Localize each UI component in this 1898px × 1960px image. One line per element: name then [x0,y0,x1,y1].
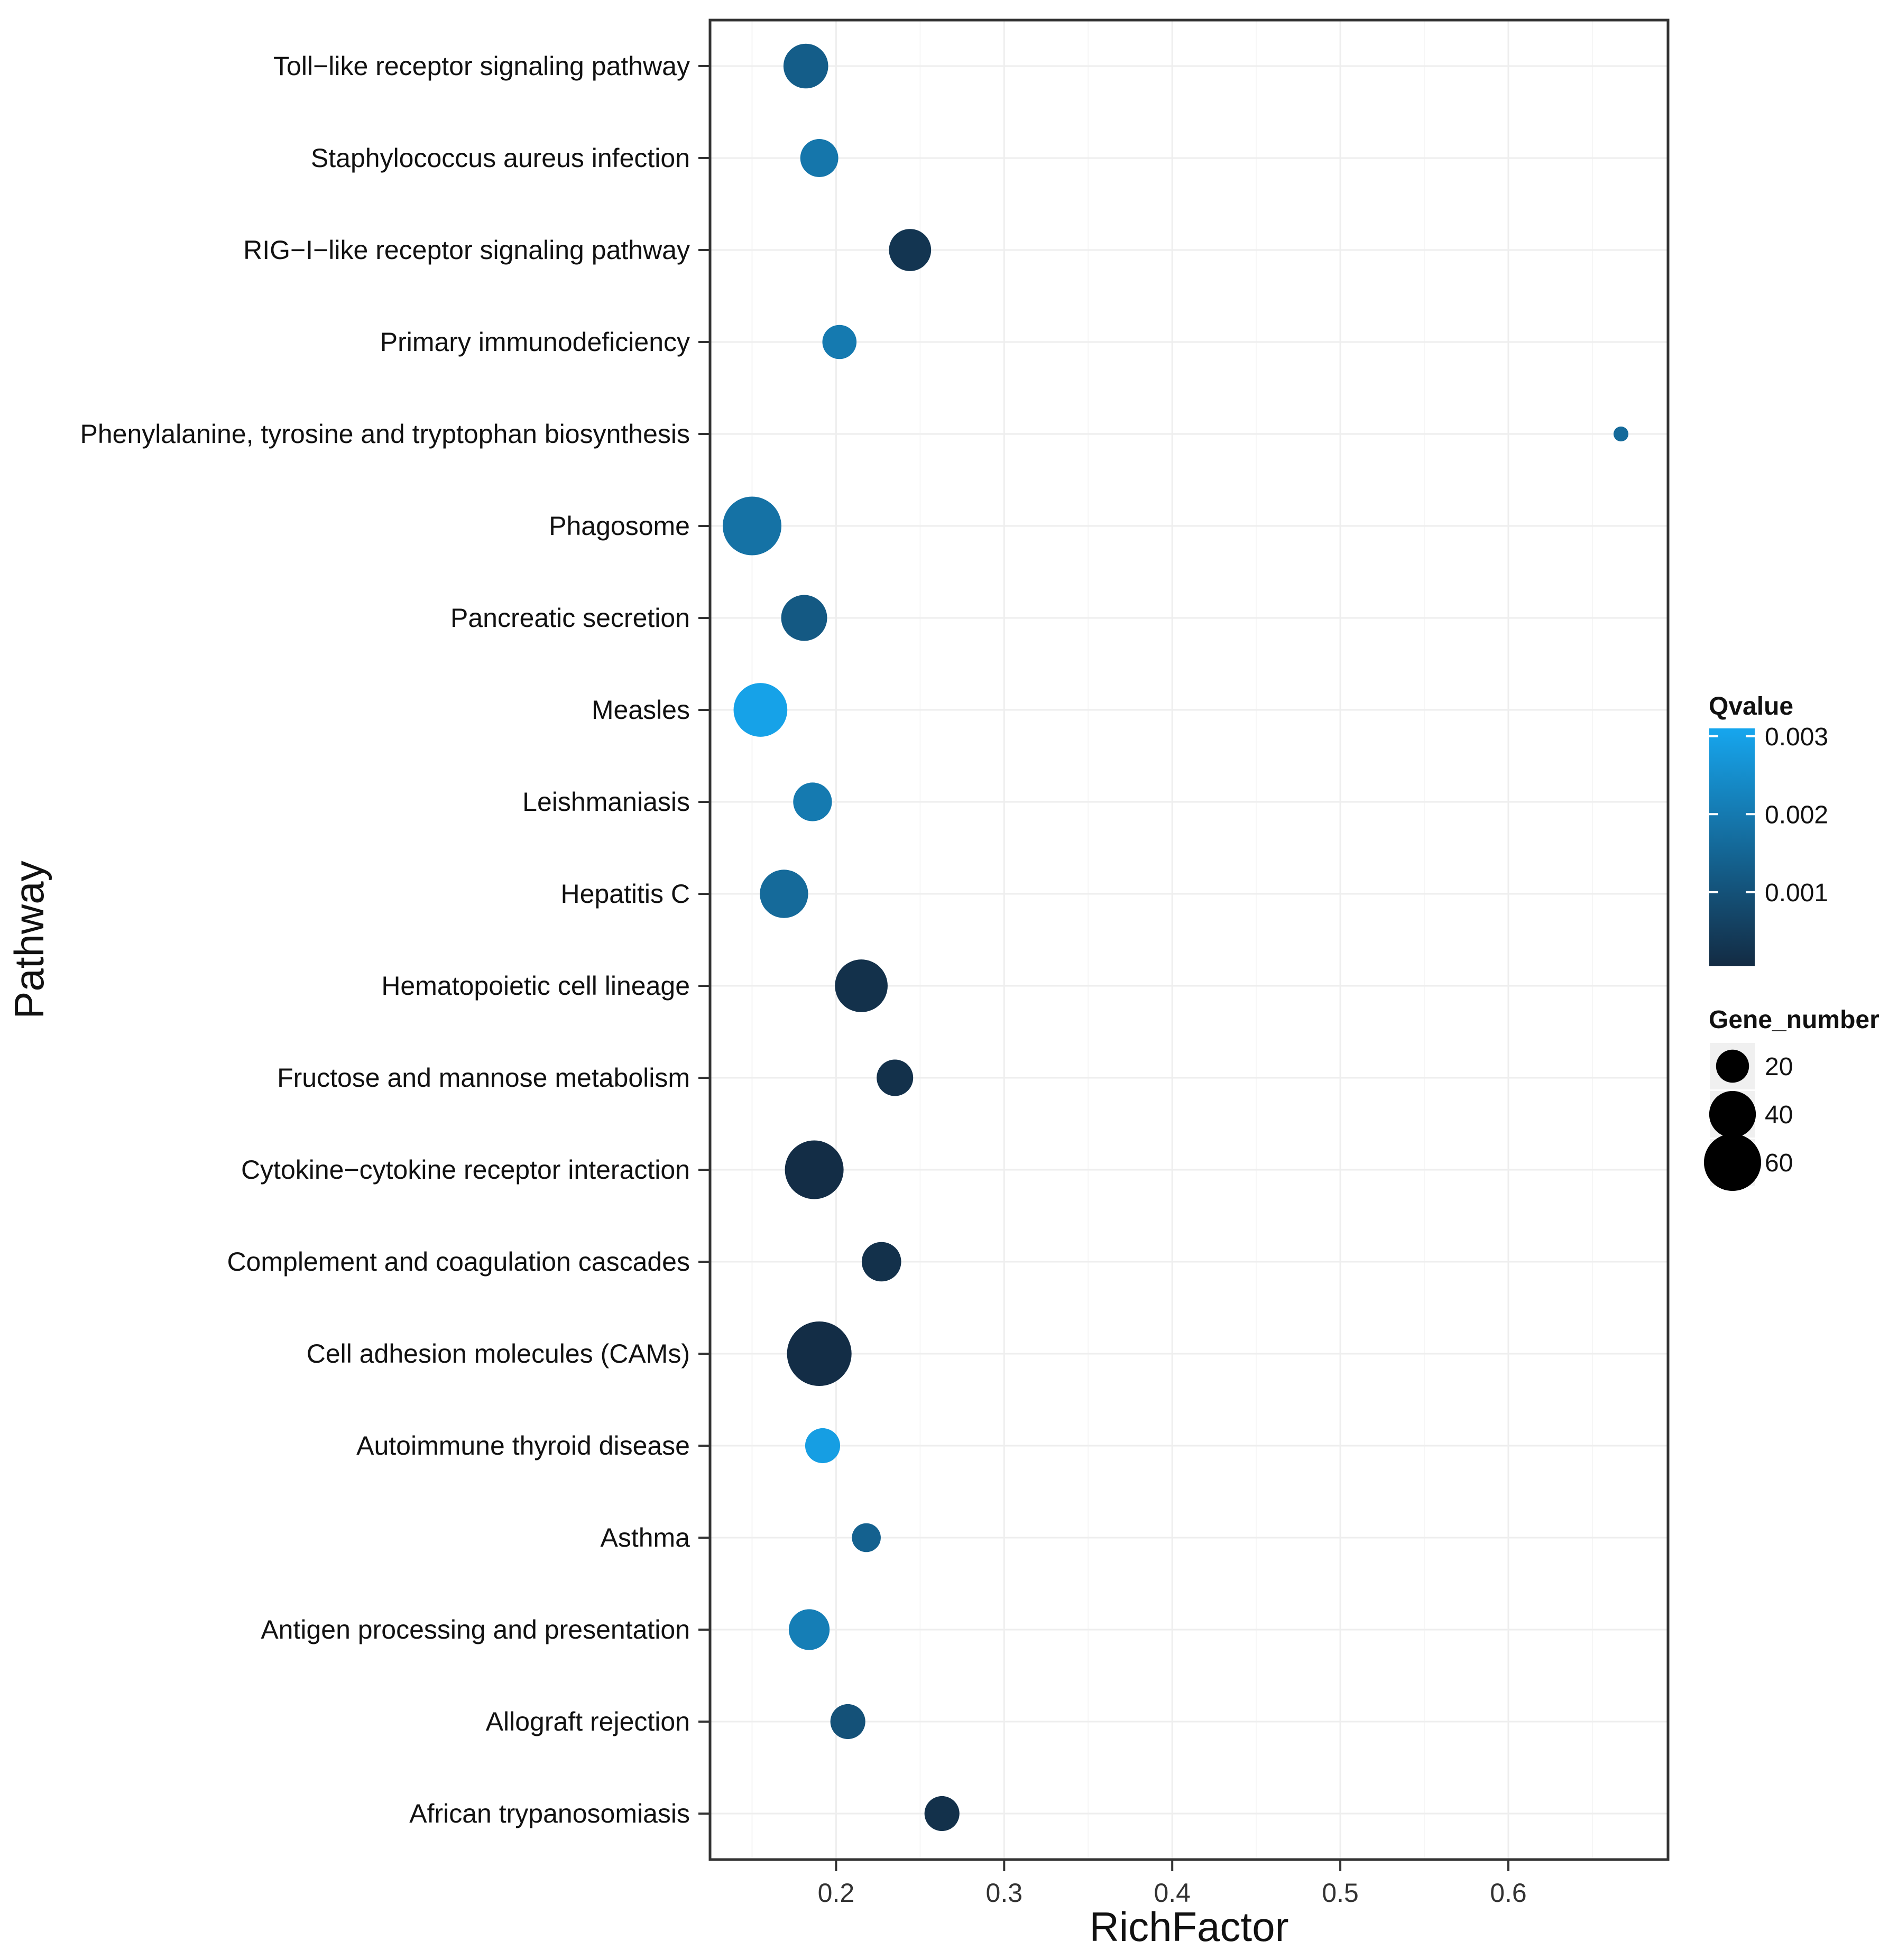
data-point [822,325,857,359]
data-point [877,1059,914,1096]
y-tick-label: Hepatitis C [560,879,690,909]
data-point [781,595,827,641]
y-tick-label: Primary immunodeficiency [380,327,690,357]
data-point [852,1523,881,1552]
y-tick-label: Complement and coagulation cascades [227,1247,690,1277]
data-point [722,496,781,556]
x-axis-title: RichFactor [1089,1903,1288,1950]
gene-number-legend: Gene_number 20 40 60 [1703,1006,1879,1191]
y-tick-label: Staphylococcus aureus infection [311,143,690,173]
gene-number-key [1716,1049,1749,1083]
y-tick-label: Hematopoietic cell lineage [381,971,690,1001]
data-point [889,229,932,271]
data-point [924,1796,960,1832]
data-point [783,43,828,89]
y-tick-label: RIG−I−like receptor signaling pathway [243,235,690,265]
y-tick-label: Cytokine−cytokine receptor interaction [241,1155,690,1185]
data-point [733,683,788,737]
x-axis: 0.2 0.3 0.4 0.5 0.6 [818,1860,1527,1908]
y-tick-label: Toll−like receptor signaling pathway [273,51,690,81]
gridlines [710,20,1668,1860]
gene-number-label: 20 [1765,1053,1793,1081]
y-axis: Toll−like receptor signaling pathway Stap… [80,51,710,1828]
y-tick-label: Pancreatic secretion [450,603,690,633]
qvalue-legend-title: Qvalue [1709,692,1793,720]
y-tick-label: Fructose and mannose metabolism [277,1063,690,1093]
gene-number-key [1703,1133,1762,1191]
y-tick-label: Measles [592,695,690,725]
qvalue-tick-label: 0.001 [1765,879,1828,907]
gene-number-legend-title: Gene_number [1709,1006,1879,1034]
qvalue-tick-label: 0.003 [1765,723,1828,751]
data-point [1613,426,1629,442]
x-tick-label: 0.3 [986,1878,1023,1908]
y-tick-label: Leishmaniasis [522,787,690,817]
data-point [760,870,808,918]
data-point [788,1609,830,1650]
qvalue-legend: Qvalue 0.001 0.002 0.003 [1709,692,1828,966]
data-point [787,1321,852,1386]
qvalue-tick-label: 0.002 [1765,801,1828,829]
data-point [835,959,888,1012]
plot-panel [708,19,1670,1861]
data-point [861,1242,901,1282]
y-tick-label: Cell adhesion molecules (CAMs) [307,1339,690,1369]
x-tick-label: 0.4 [1154,1878,1191,1908]
data-point [785,1140,844,1199]
y-tick-label: African trypanosomiasis [409,1799,690,1828]
x-tick-label: 0.6 [1490,1878,1527,1908]
qvalue-colorbar [1709,728,1755,966]
gene-number-key [1709,1090,1756,1138]
y-tick-label: Phagosome [549,511,690,541]
gene-number-label: 40 [1765,1101,1793,1129]
y-tick-label: Phenylalanine, tyrosine and tryptophan b… [80,419,690,449]
y-tick-label: Autoimmune thyroid disease [356,1431,690,1460]
y-tick-label: Asthma [600,1523,690,1552]
x-tick-label: 0.2 [818,1878,855,1908]
data-point [830,1704,865,1740]
y-axis-title: Pathway [6,861,52,1019]
x-tick-label: 0.5 [1322,1878,1359,1908]
gene-number-label: 60 [1765,1149,1793,1177]
y-tick-label: Allograft rejection [486,1707,690,1736]
data-point [793,782,832,821]
data-point [805,1428,841,1464]
data-points [722,43,1629,1832]
y-tick-label: Antigen processing and presentation [261,1615,690,1644]
data-point [800,139,839,177]
